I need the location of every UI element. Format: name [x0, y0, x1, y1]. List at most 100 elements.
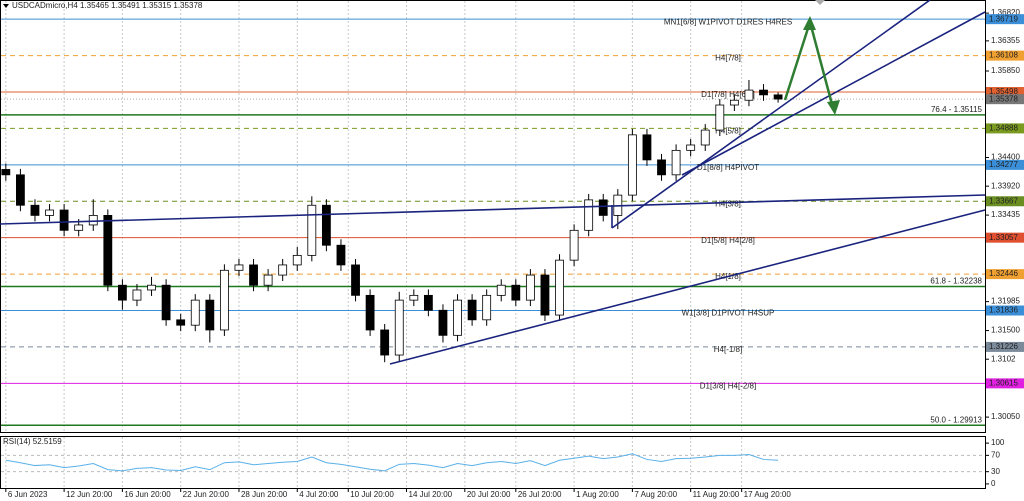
- candle-body: [380, 329, 390, 356]
- forecast-arrow: [808, 21, 835, 109]
- candle-body: [686, 144, 696, 151]
- y-tick-label: 1.31500: [991, 326, 1020, 335]
- price-box-label: 1.35498: [989, 87, 1018, 96]
- rsi-tick-label: 30: [991, 467, 1000, 476]
- price-box: [986, 378, 1024, 389]
- candle-body: [307, 204, 317, 256]
- level-label: H4[3/8]: [715, 199, 741, 208]
- x-tick-label: 22 Jun 20:00: [183, 490, 230, 499]
- candle-body: [540, 274, 550, 316]
- candle-body: [161, 284, 171, 321]
- candle-body: [715, 104, 725, 131]
- candle-body: [729, 99, 739, 106]
- price-box: [986, 232, 1024, 243]
- y-tick-label: 1.3102: [991, 354, 1016, 363]
- candle-body: [423, 294, 433, 311]
- x-tick-label: 20 Jul 20:00: [467, 490, 511, 499]
- price-box: [986, 123, 1024, 134]
- level-label: D1[5/8] H4[2/8]: [701, 236, 755, 245]
- level-label: H4[5/8]: [715, 127, 741, 136]
- candle-body: [321, 204, 331, 246]
- rsi-title: RSI(14) 52.5159: [3, 437, 62, 446]
- price-box-label: 1.35378: [989, 94, 1018, 103]
- x-tick-label: 4 Jul 20:00: [299, 490, 339, 499]
- price-box-label: 1.34888: [989, 124, 1018, 133]
- chart-title: USDCADmicro,H4 1.35465 1.35491 1.35315 1…: [12, 1, 203, 10]
- trend-line: [389, 209, 986, 365]
- x-tick-label: 7 Aug 20:00: [634, 490, 677, 499]
- candle-body: [569, 229, 579, 261]
- level-label: D1[3/8] H4[-2/8]: [700, 381, 756, 390]
- price-box-label: 1.32446: [989, 269, 1018, 278]
- candle-body: [394, 299, 404, 356]
- candle-body: [234, 264, 244, 271]
- candle-body: [103, 215, 113, 286]
- candle-body: [176, 319, 186, 326]
- candle-body: [249, 264, 258, 286]
- candle-body: [438, 309, 448, 336]
- rsi-line: [5, 453, 779, 472]
- x-tick-label: 6 Jun 2023: [8, 490, 48, 499]
- candle-body: [598, 199, 608, 216]
- trend-line: [681, 11, 986, 176]
- price-box: [986, 14, 1024, 25]
- price-box: [986, 50, 1024, 61]
- candle-body: [336, 244, 346, 266]
- candle-body: [511, 284, 521, 301]
- x-tick-label: 17 Aug 20:00: [744, 490, 792, 499]
- candle-body: [759, 89, 768, 96]
- price-box: [986, 94, 1024, 105]
- candle-body: [59, 209, 69, 231]
- x-tick-label: 26 Jul 20:00: [518, 490, 562, 499]
- level-label: 61.8 - 1.32238: [930, 277, 982, 286]
- candle-body: [453, 299, 462, 336]
- shift-marker: [815, 0, 825, 5]
- x-tick-label: 10 Jul 20:00: [350, 490, 394, 499]
- y-tick-label: 1.36355: [991, 36, 1020, 45]
- candle-body: [555, 259, 564, 316]
- candle-body: [147, 284, 156, 291]
- candle-body: [292, 254, 302, 266]
- y-tick-label: 1.31985: [991, 297, 1020, 306]
- price-box: [986, 341, 1024, 352]
- candle-body: [190, 299, 200, 326]
- candle-body: [525, 274, 535, 301]
- x-tick-label: 12 Jun 20:00: [66, 490, 113, 499]
- arrow-head: [827, 100, 840, 115]
- price-box-label: 1.33667: [989, 196, 1018, 205]
- candle-body: [278, 264, 288, 276]
- x-tick-label: 1 Aug 20:00: [576, 490, 619, 499]
- y-tick-label: 1.35850: [991, 66, 1020, 75]
- candle-body: [467, 299, 477, 321]
- y-tick-label: 1.33435: [991, 210, 1020, 219]
- price-box-label: 1.36108: [989, 51, 1018, 60]
- candle-body: [263, 274, 273, 286]
- candle-body: [117, 284, 127, 301]
- level-label: H4[7/8]: [715, 54, 741, 63]
- candle-body: [132, 289, 142, 301]
- price-box-label: 1.30615: [989, 378, 1018, 387]
- candle-body: [482, 294, 492, 321]
- trend-line: [611, 0, 931, 229]
- y-tick-label: 1.36820: [991, 8, 1020, 17]
- trend-line: [0, 194, 986, 225]
- y-tick-label: 1.30050: [991, 412, 1020, 421]
- level-label: 76.4 - 1.35115: [931, 105, 983, 114]
- price-box: [986, 269, 1024, 280]
- x-tick-label: 14 Jul 20:00: [409, 490, 453, 499]
- price-box-label: 1.34277: [989, 160, 1018, 169]
- candle-body: [671, 149, 681, 176]
- candle-body: [627, 134, 637, 196]
- menu-icon: [3, 4, 9, 8]
- price-box: [986, 305, 1024, 316]
- x-tick-label: 16 Jun 20:00: [124, 490, 171, 499]
- price-box-label: 1.31226: [989, 342, 1018, 351]
- candle-body: [30, 204, 40, 216]
- price-box: [986, 159, 1024, 170]
- level-label: H4[-1/8]: [714, 345, 742, 354]
- candle-body: [584, 199, 594, 231]
- price-box: [986, 87, 1024, 98]
- level-label: MN1[6/8] W1PIVOT D1RES H4RES: [664, 17, 792, 26]
- candle-body: [642, 134, 652, 161]
